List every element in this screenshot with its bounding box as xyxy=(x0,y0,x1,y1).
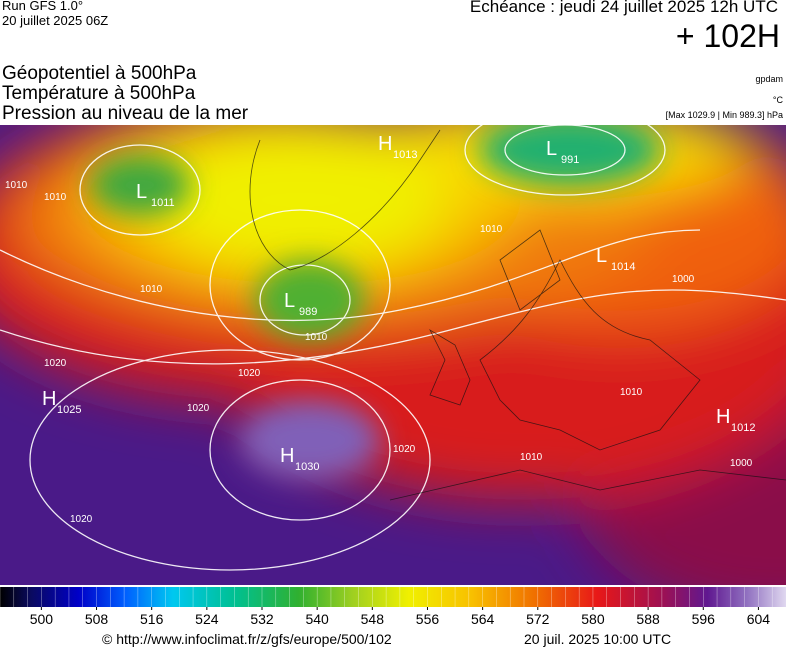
isobar-label: 1020 xyxy=(393,444,416,455)
colorbar-tick-label: 500 xyxy=(30,611,54,627)
unit-label: gpdam xyxy=(755,74,783,84)
isobar-label: 1000 xyxy=(672,274,695,285)
lead-time: + 102H xyxy=(675,18,780,54)
center-value: 1013 xyxy=(393,149,417,161)
isobar-label: 1000 xyxy=(730,458,753,469)
title: Pression au niveau de la mer xyxy=(2,103,249,124)
center-letter: L xyxy=(596,245,607,267)
unit-label: °C xyxy=(772,95,783,105)
colorbar-tick-label: 524 xyxy=(195,611,219,627)
isobar-label: 1010 xyxy=(520,452,543,463)
center-letter: L xyxy=(546,138,557,160)
center-letter: H xyxy=(378,133,392,155)
isobar-label: 1010 xyxy=(620,387,643,398)
center-value: 1014 xyxy=(611,261,635,273)
center-value: 1011 xyxy=(151,197,175,209)
isobar-label: 1010 xyxy=(140,284,163,295)
isobar-label: 1020 xyxy=(187,403,210,414)
center-letter: H xyxy=(716,406,730,428)
footer-source: © http://www.infoclimat.fr/z/gfs/europe/… xyxy=(102,631,392,647)
colorbar-tick-label: 556 xyxy=(416,611,440,627)
colorbar-tick-label: 540 xyxy=(305,611,329,627)
isobar-label: 1010 xyxy=(44,192,67,203)
colorbar-tick-label: 516 xyxy=(140,611,164,627)
center-letter: H xyxy=(42,388,56,410)
colorbar-tick-label: 580 xyxy=(581,611,605,627)
unit-label: [Max 1029.9 | Min 989.3] hPa xyxy=(665,110,783,120)
isobar-label: 1020 xyxy=(238,368,261,379)
title: Température à 500hPa xyxy=(2,83,196,104)
center-letter: H xyxy=(280,445,294,467)
valid-time: Echéance : jeudi 24 juillet 2025 12h UTC xyxy=(469,0,778,16)
run-label: Run GFS 1.0° xyxy=(2,0,84,13)
center-value: 991 xyxy=(561,154,579,166)
center-value: 1012 xyxy=(731,422,755,434)
colorbar-tick-label: 548 xyxy=(361,611,385,627)
colorbar-tick-label: 588 xyxy=(636,611,660,627)
isobar-label: 1010 xyxy=(5,180,28,191)
center-value: 1030 xyxy=(295,461,319,473)
center-letter: L xyxy=(284,290,295,312)
colorbar-tick-label: 604 xyxy=(747,611,771,627)
colorbar-tick-label: 596 xyxy=(692,611,716,627)
map-field xyxy=(0,125,786,585)
isobar-label: 1010 xyxy=(480,224,503,235)
isobar-label: 1010 xyxy=(305,332,328,343)
center-value: 1025 xyxy=(57,404,81,416)
colorbar-tick-label: 564 xyxy=(471,611,495,627)
footer-date: 20 juil. 2025 10:00 UTC xyxy=(524,631,672,647)
isobar-label: 1020 xyxy=(44,358,67,369)
center-value: 989 xyxy=(299,306,317,318)
title: Géopotentiel à 500hPa xyxy=(2,63,197,84)
colorbar xyxy=(0,587,786,607)
colorbar-tick-label: 508 xyxy=(85,611,109,627)
run-date: 20 juillet 2025 06Z xyxy=(2,13,109,28)
colorbar-tick-label: 532 xyxy=(250,611,274,627)
center-letter: L xyxy=(136,181,147,203)
colorbar-tick-label: 572 xyxy=(526,611,550,627)
isobar-label: 1020 xyxy=(70,514,93,525)
